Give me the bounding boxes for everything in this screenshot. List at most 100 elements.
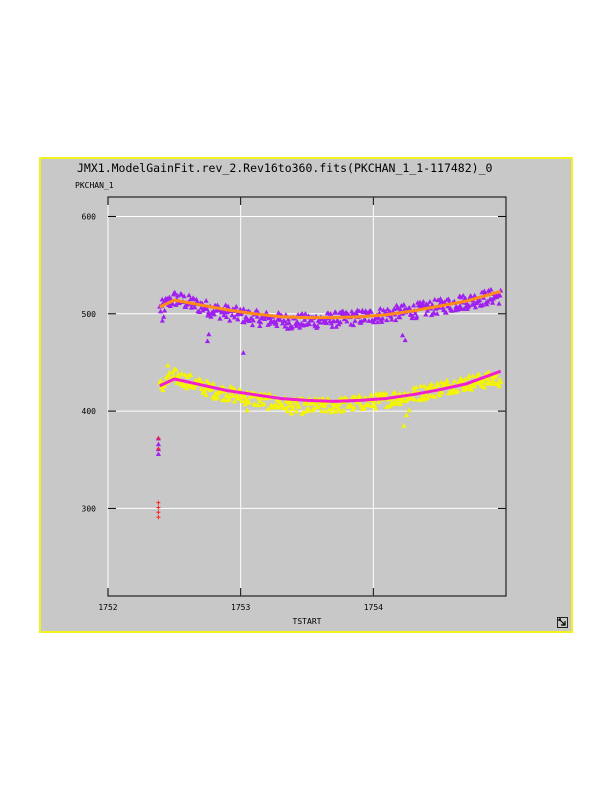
- series-1-outlier: [403, 412, 410, 418]
- series-1-point: [387, 403, 393, 408]
- series-0-point: [485, 298, 491, 304]
- series-0-point: [281, 318, 287, 324]
- series-1-point: [398, 401, 404, 407]
- series-2-point: [156, 505, 161, 510]
- series-1-point: [304, 400, 310, 406]
- series-1-point: [464, 386, 470, 391]
- series-0-point: [472, 304, 479, 310]
- x-axis-label: TSTART: [293, 617, 322, 626]
- series-0-point: [246, 318, 252, 323]
- series-1-point: [481, 384, 488, 390]
- series-0-point: [489, 300, 496, 305]
- series-0-point: [371, 319, 377, 325]
- series-2-point: [156, 515, 161, 520]
- series-1-outlier: [165, 362, 171, 368]
- series-1-point: [173, 366, 179, 372]
- series-0-point: [293, 323, 300, 328]
- series-0-point: [306, 321, 313, 327]
- series-0-point: [186, 292, 192, 298]
- series-0-point: [340, 308, 346, 314]
- series-0-point: [273, 319, 279, 325]
- series-0-point: [484, 301, 490, 307]
- series-1-point: [432, 394, 438, 399]
- series-0-point: [341, 316, 348, 322]
- series-1-point: [289, 406, 295, 412]
- series-0-point: [240, 306, 247, 311]
- series-2-point: [156, 510, 161, 515]
- series-0-point: [460, 292, 466, 298]
- series-1-point: [182, 372, 188, 377]
- series-1-point: [188, 372, 194, 377]
- y-tick-label: 300: [82, 504, 97, 513]
- series-2-point: [156, 500, 161, 505]
- series-1-point: [450, 386, 457, 392]
- series-4-line: [159, 369, 502, 403]
- x-tick-label: 1754: [364, 603, 383, 612]
- series-0-point: [309, 317, 315, 323]
- series-1-point: [323, 408, 329, 414]
- series-1-outlier: [406, 407, 412, 413]
- series-0-point: [181, 293, 187, 299]
- series-0-point: [179, 292, 185, 297]
- series-1-point: [428, 384, 434, 390]
- series-0-point: [389, 316, 395, 322]
- series-1-point: [319, 395, 326, 401]
- series-0-point: [286, 320, 292, 325]
- series-0-point: [431, 310, 437, 315]
- series-0-point: [446, 296, 452, 302]
- series-1-point: [204, 378, 210, 383]
- series-0-point: [397, 314, 403, 320]
- series-1-point: [287, 402, 293, 408]
- series-1-point: [372, 405, 378, 411]
- series-1-point: [258, 395, 265, 401]
- series-0-point: [172, 290, 178, 296]
- series-0-point: [235, 316, 241, 322]
- series-0-point: [472, 292, 478, 298]
- series-1-point: [288, 399, 294, 405]
- series-0-point: [221, 312, 227, 318]
- series-1-point: [296, 403, 302, 409]
- series-1-point: [376, 399, 382, 404]
- series-1-point: [157, 377, 164, 383]
- series-1-point: [198, 386, 204, 391]
- series-0-point: [393, 317, 399, 323]
- series-1-point: [170, 373, 177, 378]
- series-1-point: [422, 396, 428, 402]
- series-0-point: [285, 316, 291, 322]
- series-0-point: [254, 313, 260, 319]
- series-1-point: [392, 389, 398, 395]
- series-0-point: [297, 324, 303, 330]
- series-0-isolated: [155, 451, 162, 456]
- series-0-point: [352, 318, 358, 323]
- series-1-point: [284, 404, 290, 410]
- series-1-point: [290, 403, 296, 409]
- series-1-point: [275, 404, 282, 409]
- series-0-point: [274, 323, 280, 328]
- series-1-point: [191, 385, 197, 390]
- series-0-point: [496, 300, 502, 306]
- series-1-point: [383, 390, 389, 396]
- plot-window: JMX1.ModelGainFit.rev_2.Rev16to360.fits(…: [39, 157, 573, 633]
- series-0-point: [427, 299, 433, 304]
- series-0-point: [170, 301, 176, 306]
- series-0-point: [411, 302, 417, 308]
- series-0-point: [376, 315, 382, 320]
- series-1-point: [404, 396, 410, 402]
- series-1-point: [466, 373, 472, 379]
- series-1-point: [444, 377, 450, 383]
- series-1-point: [288, 410, 295, 416]
- series-0-point: [204, 306, 210, 311]
- series-1-point: [232, 398, 238, 404]
- resize-corner-icon[interactable]: [557, 617, 568, 628]
- series-1-point: [361, 405, 367, 411]
- series-0-point: [488, 286, 494, 292]
- series-0-point: [395, 305, 401, 311]
- series-0-point: [266, 321, 273, 326]
- series-1-point: [371, 398, 377, 404]
- series-0-point: [282, 323, 288, 329]
- series-0-point: [461, 306, 467, 311]
- series-0-point: [377, 305, 383, 311]
- series-1-point: [395, 399, 401, 405]
- series-1-point: [160, 387, 166, 393]
- series-1-point: [428, 381, 435, 386]
